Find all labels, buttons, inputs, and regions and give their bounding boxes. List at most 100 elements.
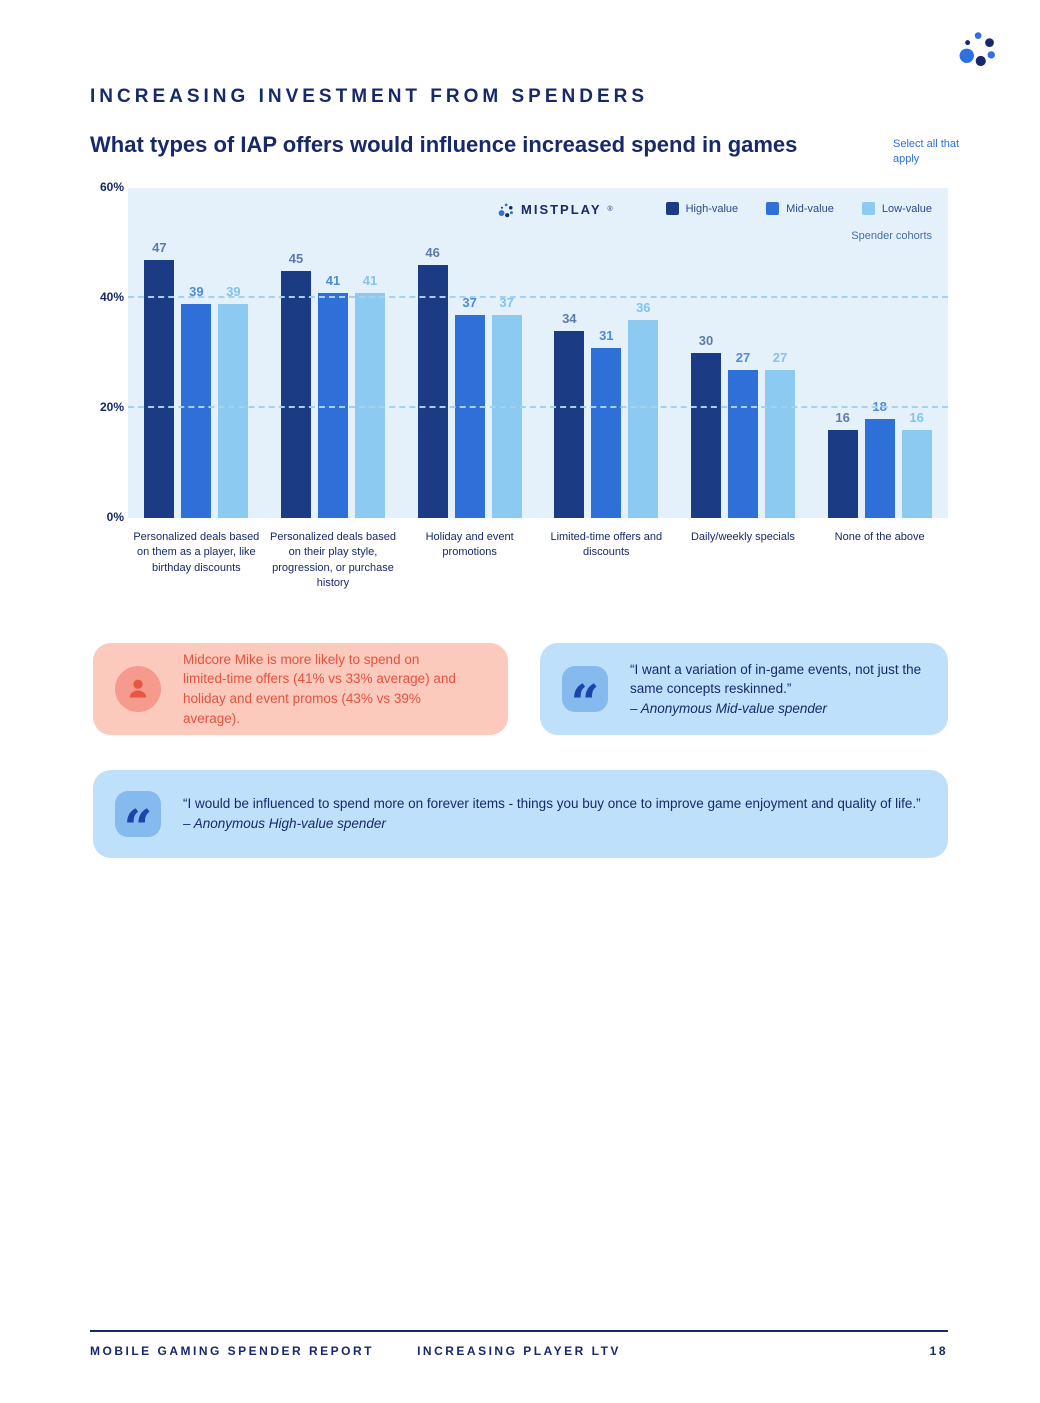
chart-brand-mark: MISTPLAY ® [498,201,613,218]
legend-swatch [665,202,679,215]
quote-icon: “ [562,666,608,712]
bar-column: 41 [354,272,385,518]
bar-high-value [554,331,585,518]
bar-value-label: 27 [735,349,751,365]
footer-page-number: 18 [929,1344,948,1358]
bar-column: 47 [144,239,175,518]
x-axis-label: Limited-time offers and discounts [550,531,663,559]
quote-icon: “ [115,791,161,837]
bar-value-label: 39 [189,283,204,299]
chart-brand-wordmark: MISTPLAY [521,202,602,217]
bar-value-label: 16 [909,410,924,425]
page-footer: MOBILE GAMING SPENDER REPORT INCREASING … [90,1330,948,1358]
bar-value-label: 34 [562,311,577,326]
legend-label: Mid-value [786,202,834,215]
bar-value-label: 37 [499,294,514,310]
bar-column: 30 [690,333,721,518]
legend-swatch [861,202,875,215]
bar-high-value [690,353,721,518]
select-all-note: Select all that apply [893,138,960,165]
legend-item-high-value: High-value [665,202,739,215]
bar-value-label: 47 [152,239,167,255]
legend-swatch [766,202,780,215]
bar-group: 45 41 41 [267,250,399,518]
x-axis-label: Holiday and event promotions [425,531,514,559]
bar-value-label: 39 [226,283,241,299]
bar-value-label: 36 [636,300,651,315]
bar-value-label: 37 [462,294,477,310]
legend-item-low-value: Low-value [861,202,932,215]
legend-label: High-value [685,202,739,215]
gridline-40 [128,296,948,298]
x-axis-label: Personalized deals based on their play s… [269,531,396,590]
gridline-20 [128,406,948,408]
bar-column: 39 [181,283,212,518]
bar-value-label: 31 [599,327,614,343]
mistplay-logo-icon [498,203,513,218]
section-eyebrow: INCREASING INVESTMENT FROM SPENDERS [90,86,649,107]
bar-column: 41 [317,272,348,518]
quote-attribution: – Anonymous High-value spender [183,816,386,831]
quote-block: “I want a variation of in-game events, n… [630,660,922,719]
quote-text: “I would be influenced to spend more on … [183,796,921,812]
bar-mid-value [864,419,895,518]
bar-column: 37 [491,294,522,518]
y-tick-label: 60% [99,180,124,194]
bar-column: 37 [454,294,485,518]
bar-mid-value [591,347,622,518]
quote-callout-high-value: “ “I would be influenced to spend more o… [93,770,948,858]
insight-text: Midcore Mike is more likely to spend on … [183,651,456,726]
bar-column: 31 [591,327,622,518]
person-icon [115,666,161,712]
quote-attribution: – Anonymous Mid-value spender [630,700,827,716]
bar-high-value [417,265,448,518]
legend-label: Low-value [881,202,932,215]
x-axis-label: None of the above [834,531,925,543]
bar-value-label: 46 [425,245,440,260]
bar-value-label: 45 [288,250,304,266]
bar-group: 30 27 27 [677,333,809,518]
bar-group: 47 39 39 [130,239,262,518]
registered-mark: ® [607,206,613,213]
bar-low-value [491,314,522,518]
page-title: What types of IAP offers would influence… [90,132,798,157]
bar-group: 46 37 37 [404,245,536,518]
bar-column: 27 [764,349,795,518]
quote-callout-mid-value: “ “I want a variation of in-game events,… [540,643,948,735]
x-axis-label: Personalized deals based on them as a pl… [133,531,260,574]
bar-column: 36 [628,300,659,518]
bar-low-value [218,303,249,518]
y-tick-label: 0% [106,510,124,524]
quote-block: “I would be influenced to spend more on … [183,794,922,833]
mistplay-logo-icon [959,32,995,67]
bar-column: 16 [901,410,932,518]
y-tick-label: 20% [99,400,124,414]
bar-low-value [354,292,385,518]
bar-mid-value [317,292,348,518]
x-labels: Personalized deals based on them as a pl… [128,530,948,592]
bar-value-label: 41 [325,272,341,288]
legend: High-value Mid-value Low-value [665,202,932,215]
bar-column: 16 [827,410,858,518]
footer-section-title: INCREASING PLAYER LTV [417,1344,621,1358]
bar-value-label: 41 [362,272,378,288]
bar-low-value [901,430,932,518]
bar-column: 45 [280,250,311,518]
bar-low-value [628,320,659,518]
x-axis-label: Daily/weekly specials [690,531,795,543]
bar-chart: 60% 40% 20% 0% MISTPLAY ® High-value Mid-val… [90,180,948,598]
bar-mid-value [454,314,485,518]
bar-mid-value [727,369,758,518]
bar-column: 39 [218,283,249,518]
bar-group: 16 18 16 [814,399,946,518]
bar-column: 18 [864,399,895,518]
bar-group: 34 31 36 [540,300,672,518]
legend-note: Spender cohorts [851,230,932,242]
bar-mid-value [181,303,212,518]
bar-groups: 47 39 39 45 41 41 46 37 37 34 31 36 30 27 27 16 18 16 [128,188,948,518]
bar-high-value [827,430,858,518]
bar-column: 27 [727,349,758,518]
legend-item-mid-value: Mid-value [766,202,834,215]
bar-value-label: 27 [772,349,788,365]
bar-column: 34 [554,311,585,518]
